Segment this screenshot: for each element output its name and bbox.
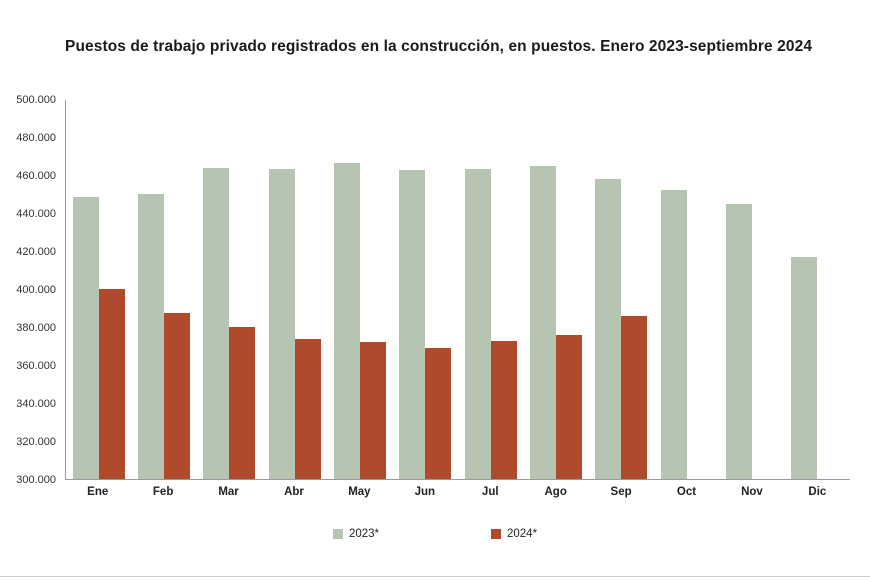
bar-2023-feb [137,193,164,479]
bar-2023-may [333,162,360,479]
y-tick-label: 500.000 [16,94,56,106]
bar-2023-ene [72,196,99,479]
bar-group-oct [654,100,719,479]
x-axis-label-mar: Mar [218,486,239,498]
bar-group-jul [458,100,523,479]
x-axis-label-ene: Ene [87,486,109,498]
plot-area [66,100,850,479]
legend-item-2023: 2023* [332,528,379,540]
y-tick-label: 420.000 [16,246,56,258]
bar-2024-feb [163,313,190,479]
x-axis-label-abr: Abr [284,486,304,498]
bar-2023-sep [595,178,622,479]
bar-group-nov [719,100,784,479]
bar-2023-abr [268,169,295,479]
bar-2023-oct [660,190,687,479]
x-axis: Ene Feb Mar Abr May Jun Jul Ago Sep Oct Nov Dic [65,486,850,498]
x-axis-label-feb: Feb [152,486,174,498]
bar-group-ene [66,100,131,479]
bar-2024-abr [294,338,321,479]
bar-group-feb [131,100,196,479]
legend-label-2024: 2024* [507,528,538,540]
bar-group-sep [589,100,654,479]
y-tick-label: 360.000 [16,360,56,372]
x-axis-label-jul: Jul [481,486,499,498]
legend-swatch-2024 [491,529,501,539]
bar-group-mar [197,100,262,479]
x-axis-label-may: May [348,486,371,498]
legend-item-2024: 2024* [491,528,537,540]
y-tick-label: 300.000 [16,474,56,486]
y-axis: 300.000 320.000 340.000 360.000 380.000 400.0… [0,94,62,486]
y-tick-label: 320.000 [16,436,56,448]
bar-2024-ene [98,288,125,479]
x-axis-label-jun: Jun [414,486,436,498]
bar-group-dic [785,100,850,479]
x-axis-label-sep: Sep [610,486,632,498]
y-tick-label: 400.000 [16,284,56,296]
y-tick-label: 480.000 [16,132,56,144]
bar-group-jun [393,100,458,479]
y-tick-label: 380.000 [16,322,56,334]
bar-2023-jul [464,169,491,479]
bar-2023-nov [725,204,752,479]
bar-2024-ago [555,334,582,479]
bar-2023-jun [399,170,426,479]
legend-swatch-2023 [332,529,343,539]
y-tick-label: 340.000 [16,398,56,410]
x-axis-label-dic: Dic [808,486,827,498]
chart-title: Puestos de trabajo privado registrados e… [65,38,813,55]
legend: 2023* 2024* [0,528,870,540]
x-axis-label-ago: Ago [544,486,567,498]
bar-2024-jul [490,340,517,479]
legend-label-2023: 2023* [348,528,379,540]
x-axis-label-nov: Nov [741,486,763,498]
bar-2024-jun [425,348,452,479]
bar-2023-mar [203,168,230,479]
bar-group-abr [262,100,327,479]
bar-2024-may [359,341,386,479]
x-axis-label-oct: Oct [676,486,697,498]
bar-2023-ago [529,166,556,479]
y-tick-label: 460.000 [16,170,56,182]
bar-2023-dic [791,257,818,479]
bar-2024-mar [229,327,256,479]
bar-group-ago [523,100,588,479]
y-tick-label: 440.000 [16,208,56,220]
bottom-divider [0,576,870,577]
bar-group-may [327,100,392,479]
bar-2024-sep [621,316,648,479]
plot-area-frame [65,100,850,480]
